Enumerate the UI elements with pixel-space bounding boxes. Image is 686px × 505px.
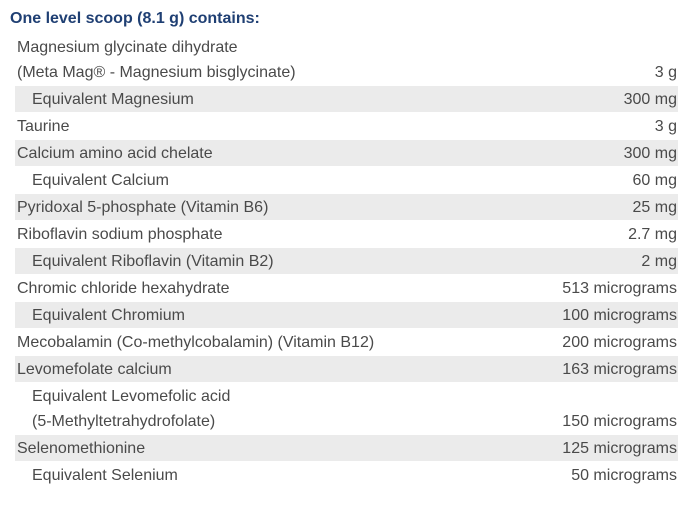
ingredient-amount: 163 micrograms [562,361,677,378]
ingredient-name-line: Mecobalamin (Co-methylcobalamin) (Vitami… [17,334,375,351]
ingredient-amount: 2.7 mg [628,226,677,243]
ingredient-row: Equivalent Selenium 50 micrograms [15,462,678,489]
ingredient-name: Equivalent Chromium [15,303,185,328]
ingredient-name-line: Equivalent Magnesium [32,91,194,108]
ingredient-amount: 25 mg [632,199,677,216]
ingredient-name-line: Taurine [17,118,70,135]
ingredient-amount: 100 micrograms [562,307,677,324]
ingredient-name: Calcium amino acid chelate [15,141,213,166]
ingredient-row: Taurine 3 g [15,113,678,140]
ingredient-name-line: Levomefolate calcium [17,361,172,378]
ingredient-name: Taurine [15,114,69,139]
ingredient-name-line: (5-Methyltetrahydrofolate) [32,413,216,430]
ingredient-name-line: Riboflavin sodium phosphate [17,226,223,243]
ingredient-name: Pyridoxal 5-phosphate (Vitamin B6) [15,195,268,220]
ingredient-row: Equivalent Chromium 100 micrograms [15,302,678,329]
ingredient-name-line: Chromic chloride hexahydrate [17,280,230,297]
ingredient-row: Equivalent Magnesium 300 mg [15,86,678,113]
ingredient-row: Riboflavin sodium phosphate 2.7 mg [15,221,678,248]
ingredient-amount: 300 mg [623,145,677,162]
ingredient-amount: 125 micrograms [562,440,677,457]
ingredient-name: Selenomethionine [15,436,145,461]
ingredient-name-line: Magnesium glycinate dihydrate [17,39,238,56]
ingredient-row: Magnesium glycinate dihydrate (Meta Mag®… [15,34,678,86]
ingredient-amount: 3 g [654,118,677,135]
ingredient-row: Calcium amino acid chelate 300 mg [15,140,678,167]
ingredient-name: Equivalent Riboflavin (Vitamin B2) [15,249,274,274]
ingredient-name: Levomefolate calcium [15,357,172,382]
ingredient-row: Equivalent Riboflavin (Vitamin B2) 2 mg [15,248,678,275]
ingredient-row: Levomefolate calcium 163 micrograms [15,356,678,383]
ingredients-table: Magnesium glycinate dihydrate (Meta Mag®… [15,34,678,489]
serving-heading: One level scoop (8.1 g) contains: [10,10,260,27]
ingredient-row: Mecobalamin (Co-methylcobalamin) (Vitami… [15,329,678,356]
ingredient-row: Chromic chloride hexahydrate 513 microgr… [15,275,678,302]
ingredient-name: Equivalent Magnesium [15,87,194,112]
ingredient-amount: 150 micrograms [562,413,677,430]
ingredient-name-line: Equivalent Selenium [32,467,178,484]
ingredient-amount: 513 micrograms [562,280,677,297]
ingredient-name-line: Selenomethionine [17,440,146,457]
ingredient-amount: 200 micrograms [562,334,677,351]
ingredient-name: Equivalent Selenium [15,463,178,488]
ingredient-name-line: (Meta Mag® - Magnesium bisglycinate) [17,64,296,81]
ingredient-row: Equivalent Calcium 60 mg [15,167,678,194]
ingredient-amount: 60 mg [632,172,677,189]
ingredient-name-line: Equivalent Riboflavin (Vitamin B2) [32,253,274,270]
ingredient-name: Chromic chloride hexahydrate [15,276,230,301]
ingredient-name: Equivalent Levomefolic acid (5-Methyltet… [15,384,230,434]
ingredient-name: Magnesium glycinate dihydrate (Meta Mag®… [15,35,296,85]
ingredient-name: Riboflavin sodium phosphate [15,222,222,247]
ingredient-amount: 300 mg [623,91,677,108]
ingredient-row: Pyridoxal 5-phosphate (Vitamin B6) 25 mg [15,194,678,221]
ingredient-amount: 50 micrograms [571,467,677,484]
ingredient-row: Equivalent Levomefolic acid (5-Methyltet… [15,383,678,435]
ingredient-name: Equivalent Calcium [15,168,169,193]
ingredient-amount: 3 g [654,64,677,81]
ingredient-name-line: Equivalent Calcium [32,172,169,189]
ingredient-name-line: Pyridoxal 5-phosphate (Vitamin B6) [17,199,269,216]
ingredient-name-line: Equivalent Chromium [32,307,185,324]
ingredient-name-line: Equivalent Levomefolic acid [32,388,231,405]
ingredient-row: Selenomethionine 125 micrograms [15,435,678,462]
ingredient-name-line: Calcium amino acid chelate [17,145,213,162]
ingredient-name: Mecobalamin (Co-methylcobalamin) (Vitami… [15,330,374,355]
ingredient-amount: 2 mg [641,253,677,270]
